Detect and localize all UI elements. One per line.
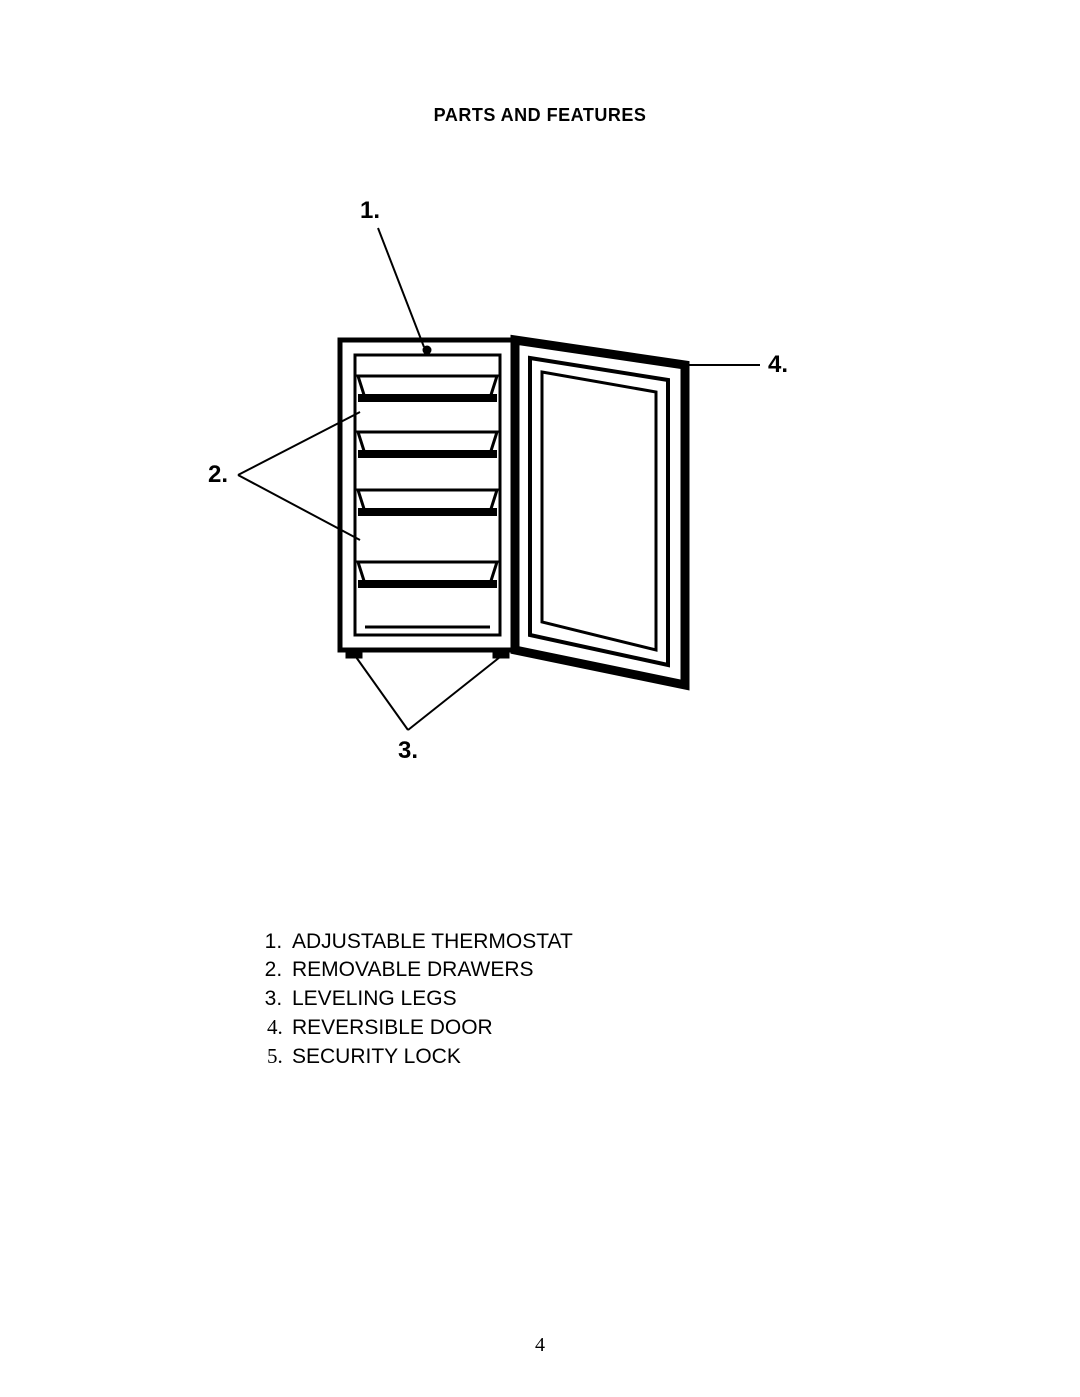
callout-label-1: 1. — [360, 197, 380, 224]
parts-list-item: REVERSIBLE DOOR — [288, 1013, 573, 1042]
callout-label-4: 4. — [768, 351, 788, 378]
parts-list-label: ADJUSTABLE THERMOSTAT — [292, 930, 573, 953]
reversible-door — [515, 340, 685, 685]
parts-list-item: LEVELING LEGS — [288, 985, 573, 1013]
freezer-cabinet — [340, 340, 515, 656]
drawers — [358, 376, 497, 627]
section-title: PARTS AND FEATURES — [0, 105, 1080, 126]
parts-list-label: REVERSIBLE DOOR — [292, 1016, 493, 1039]
page-number: 4 — [0, 1334, 1080, 1357]
parts-list-item: REMOVABLE DRAWERS — [288, 956, 573, 984]
parts-list-label: LEVELING LEGS — [292, 987, 457, 1010]
parts-list-item: SECURITY LOCK — [288, 1042, 573, 1071]
parts-list-label: REMOVABLE DRAWERS — [292, 958, 534, 981]
parts-list-item: ADJUSTABLE THERMOSTAT — [288, 928, 573, 956]
parts-diagram: 1. 2. 3. 4. — [160, 180, 920, 770]
callout-labels: 1. 2. 3. 4. — [208, 197, 788, 764]
parts-list-label: SECURITY LOCK — [292, 1045, 461, 1068]
diagram-svg: 1. 2. 3. 4. — [160, 180, 920, 770]
callout-label-2: 2. — [208, 461, 228, 488]
parts-list: ADJUSTABLE THERMOSTAT REMOVABLE DRAWERS … — [258, 928, 573, 1072]
callout-label-3: 3. — [398, 737, 418, 764]
manual-page: PARTS AND FEATURES — [0, 0, 1080, 1397]
